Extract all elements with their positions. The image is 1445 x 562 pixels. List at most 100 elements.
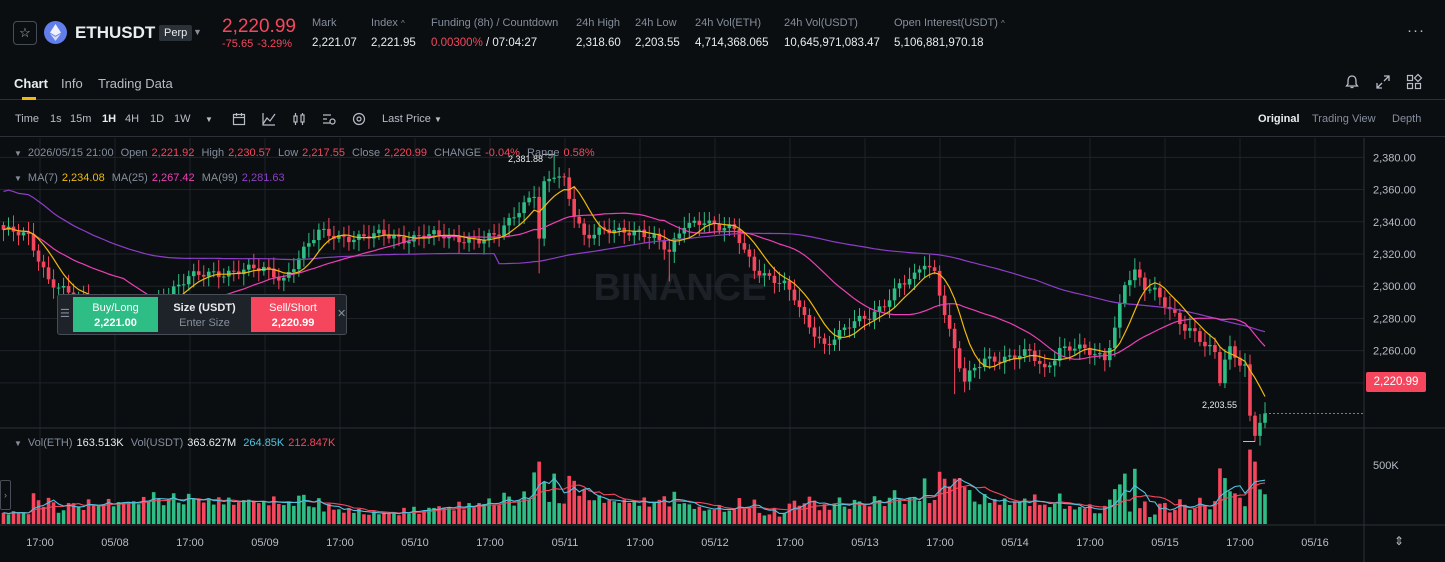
- volume-bar: [1153, 514, 1157, 524]
- candle-body: [272, 268, 276, 278]
- close-icon[interactable]: ✕: [337, 308, 347, 320]
- candle-body: [1183, 324, 1187, 331]
- stat-index[interactable]: Index ^ 2,221.95: [371, 17, 416, 49]
- volume-bar: [46, 497, 51, 524]
- scale-toggle-icon[interactable]: ⇕: [1394, 534, 1405, 548]
- volume-bar: [1238, 497, 1242, 524]
- interval-4h[interactable]: 4H: [125, 113, 140, 125]
- volume-bar: [297, 495, 301, 524]
- candle-body: [277, 277, 281, 281]
- symbol-dropdown-caret-icon[interactable]: ▼: [193, 27, 202, 37]
- volume-bar: [56, 512, 61, 524]
- stat-label: Index ^: [371, 17, 416, 29]
- tab-info[interactable]: Info: [61, 76, 83, 91]
- x-tick-label: 17:00: [1076, 537, 1104, 549]
- symbol-selector[interactable]: ETHUSDT: [75, 23, 156, 42]
- settings-sliders-icon[interactable]: [321, 111, 337, 127]
- collapse-caret-icon[interactable]: ▼: [14, 149, 22, 158]
- volume-bar: [752, 499, 757, 524]
- volume-bar: [442, 507, 446, 524]
- candle-body: [417, 235, 421, 237]
- volume-bar: [992, 499, 997, 524]
- order-size-input[interactable]: Size (USDT) Enter Size: [158, 297, 251, 332]
- tab-chart[interactable]: Chart: [14, 76, 48, 91]
- candle-body: [31, 233, 36, 251]
- volume-bar: [66, 503, 71, 524]
- volume-bar: [221, 504, 226, 524]
- stat-value: 4,714,368.065: [695, 37, 769, 49]
- volume-bar: [927, 503, 932, 524]
- interval-1s[interactable]: 1s: [50, 113, 62, 125]
- drag-handle-icon[interactable]: ☰: [60, 308, 70, 320]
- price-type-select[interactable]: Last Price ▼: [382, 113, 442, 125]
- layout-grid-icon[interactable]: [1405, 73, 1423, 91]
- candlestick-chart[interactable]: BINANCE 2,380.00 2,360.00 2,340.00 2,320.00 2…: [0, 138, 1445, 562]
- view-trading-view[interactable]: Trading View: [1312, 113, 1376, 125]
- bell-icon[interactable]: [1343, 73, 1361, 91]
- volume-bar: [467, 503, 471, 524]
- volume-bar: [16, 512, 21, 524]
- quick-order-panel: ☰ Buy/Long 2,221.00 Size (USDT) Enter Si…: [57, 294, 347, 335]
- stat-24h-high: 24h High 2,318.60: [576, 17, 621, 49]
- view-depth[interactable]: Depth: [1392, 113, 1422, 125]
- view-tabs: Chart Info Trading Data: [0, 64, 1445, 100]
- candle-body: [697, 220, 702, 225]
- candle-body: [1248, 364, 1252, 416]
- volume-bar: [26, 514, 31, 524]
- volume-bar: [1208, 509, 1212, 524]
- volume-bar: [937, 471, 942, 524]
- tab-trading-data[interactable]: Trading Data: [98, 76, 173, 91]
- collapse-caret-icon[interactable]: ▼: [14, 174, 22, 183]
- candle-body: [627, 232, 632, 236]
- interval-more-caret-icon[interactable]: ▼: [205, 115, 213, 124]
- candle-body: [512, 217, 516, 219]
- volume-bar: [787, 503, 792, 524]
- calendar-icon[interactable]: [231, 111, 247, 127]
- indicators-icon[interactable]: [261, 111, 277, 127]
- candle-body: [392, 235, 396, 239]
- volume-bar: [116, 502, 121, 524]
- candle-body: [922, 265, 927, 270]
- collapse-caret-icon[interactable]: ▼: [14, 439, 22, 448]
- candle-body: [267, 266, 271, 269]
- volume-bar: [91, 504, 96, 524]
- view-original[interactable]: Original: [1258, 113, 1300, 125]
- candle-body: [982, 358, 987, 368]
- interval-1d[interactable]: 1D: [150, 113, 165, 125]
- x-tick-label: 17:00: [176, 537, 204, 549]
- binance-watermark: BINANCE: [593, 267, 766, 309]
- expand-icon[interactable]: [1374, 73, 1392, 91]
- volume-bar: [277, 503, 281, 524]
- gear-icon[interactable]: [351, 111, 367, 127]
- candle-body: [497, 234, 501, 237]
- candle-body: [397, 235, 401, 237]
- candle-body: [807, 314, 812, 328]
- y-tick-label: 2,320.00: [1373, 249, 1416, 261]
- more-options-icon[interactable]: ···: [1407, 22, 1425, 39]
- candle-body: [682, 227, 687, 234]
- volume-bar: [1052, 503, 1057, 524]
- interval-1h[interactable]: 1H: [102, 113, 117, 125]
- volume-bar: [1047, 507, 1052, 524]
- interval-1w[interactable]: 1W: [174, 113, 191, 125]
- ma99-label: MA(99): [201, 172, 238, 184]
- candle-body: [467, 237, 471, 243]
- stat-mark: Mark 2,221.07: [312, 17, 357, 49]
- buy-long-button[interactable]: Buy/Long 2,221.00: [73, 297, 158, 332]
- stat-label: Mark: [312, 17, 337, 29]
- interval-15m[interactable]: 15m: [70, 113, 92, 125]
- favorite-star-icon[interactable]: ☆: [13, 21, 37, 45]
- candle-type-icon[interactable]: [291, 111, 307, 127]
- interval-time[interactable]: Time: [15, 113, 40, 125]
- volume-bar: [41, 506, 46, 524]
- sell-short-button[interactable]: Sell/Short 2,220.99: [251, 297, 335, 332]
- candle-body: [832, 339, 837, 346]
- chart-area[interactable]: BINANCE 2,380.00 2,360.00 2,340.00 2,320.00 2…: [0, 138, 1445, 562]
- collapse-panel-icon[interactable]: ›: [0, 480, 11, 510]
- stat-label: 24h Vol(USDT): [784, 17, 858, 29]
- candle-body: [532, 196, 536, 198]
- volume-bar: [86, 499, 91, 524]
- volume-bar: [1213, 501, 1217, 524]
- ma25-value: 2,267.42: [151, 172, 195, 184]
- stat-open-interest[interactable]: Open Interest(USDT) ^ 5,106,881,970.18: [894, 17, 1005, 49]
